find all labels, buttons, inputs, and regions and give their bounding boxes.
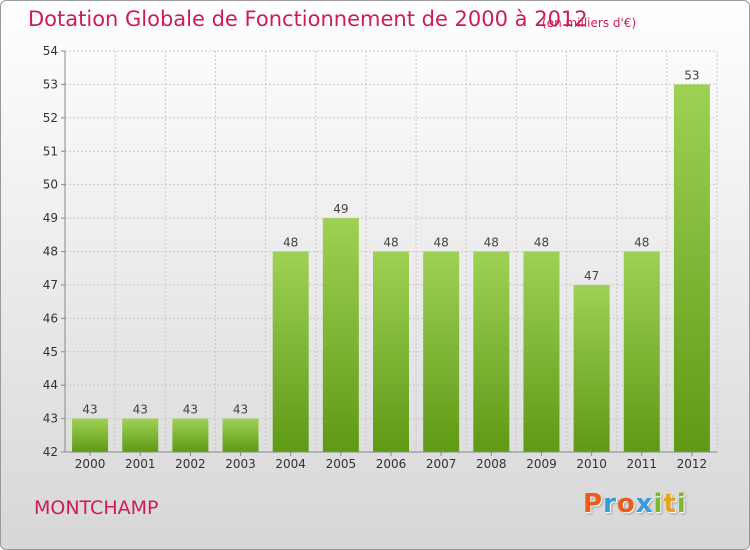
- chart-subtitle: (en milliers d'€): [542, 16, 637, 30]
- bar: [222, 418, 259, 452]
- x-tick-label: 2012: [677, 457, 708, 471]
- y-tick-label: 51: [43, 144, 58, 158]
- bars: 43 43 43 43 48 49 48 48 48 48 47 48 53: [72, 68, 710, 453]
- data-label: 43: [133, 403, 148, 417]
- data-label: 48: [283, 236, 298, 250]
- y-tick-label: 47: [43, 278, 58, 292]
- data-label: 48: [383, 236, 398, 250]
- data-label: 43: [183, 403, 198, 417]
- y-tick-label: 45: [43, 345, 58, 359]
- y-tick-label: 54: [43, 44, 58, 58]
- x-tick-label: 2007: [426, 457, 457, 471]
- proxiti-logo[interactable]: Proxiti: [583, 489, 687, 519]
- x-tick-label: 2005: [326, 457, 357, 471]
- logo-letter: P: [583, 489, 604, 519]
- x-tick-label: 2004: [275, 457, 306, 471]
- y-tick-label: 48: [43, 245, 58, 259]
- bar: [272, 251, 309, 452]
- x-tick-label: 2011: [626, 457, 657, 471]
- x-tick-label: 2003: [225, 457, 256, 471]
- x-tick-label: 2001: [125, 457, 156, 471]
- data-label: 48: [484, 236, 499, 250]
- axes: 42 43 44 45 46 47 48 49 50 51 52 53 54 2000 2001 2002 20…: [43, 44, 717, 471]
- bar: [673, 84, 710, 453]
- y-tick-label: 43: [43, 412, 58, 426]
- data-label: 43: [82, 403, 97, 417]
- y-tick-label: 50: [43, 178, 58, 192]
- logo-letter: i: [653, 489, 664, 519]
- x-tick-label: 2000: [75, 457, 106, 471]
- bar: [373, 251, 409, 452]
- bar: [423, 251, 460, 452]
- bar: [322, 218, 359, 452]
- y-tick-label: 49: [43, 211, 58, 225]
- bar: [573, 284, 610, 452]
- bar: [473, 251, 510, 452]
- bar: [523, 251, 560, 452]
- data-label: 49: [333, 202, 348, 216]
- bar: [623, 251, 660, 452]
- bar: [172, 418, 209, 452]
- x-tick-label: 2008: [476, 457, 507, 471]
- y-tick-label: 46: [43, 311, 58, 325]
- chart-title: Dotation Globale de Fonctionnement de 20…: [28, 7, 588, 31]
- y-tick-label: 42: [43, 445, 58, 459]
- x-tick-label: 2009: [526, 457, 557, 471]
- bar: [122, 418, 159, 452]
- logo-letter: o: [616, 489, 636, 519]
- logo-letter: i: [676, 489, 687, 519]
- data-label: 43: [233, 403, 248, 417]
- data-label: 48: [434, 236, 449, 250]
- logo-letter: x: [635, 489, 654, 519]
- x-tick-label: 2002: [175, 457, 206, 471]
- data-label: 47: [584, 269, 599, 283]
- bar: [72, 418, 109, 452]
- data-label: 53: [684, 68, 699, 82]
- data-label: 48: [634, 236, 649, 250]
- x-tick-label: 2006: [376, 457, 407, 471]
- x-tick-label: 2010: [576, 457, 607, 471]
- commune-name: MONTCHAMP: [34, 497, 159, 519]
- data-label: 48: [534, 236, 549, 250]
- y-tick-label: 44: [43, 378, 58, 392]
- y-tick-label: 53: [43, 77, 58, 91]
- y-tick-label: 52: [43, 111, 58, 125]
- logo-letter: r: [603, 489, 617, 519]
- logo-letter: t: [663, 489, 677, 519]
